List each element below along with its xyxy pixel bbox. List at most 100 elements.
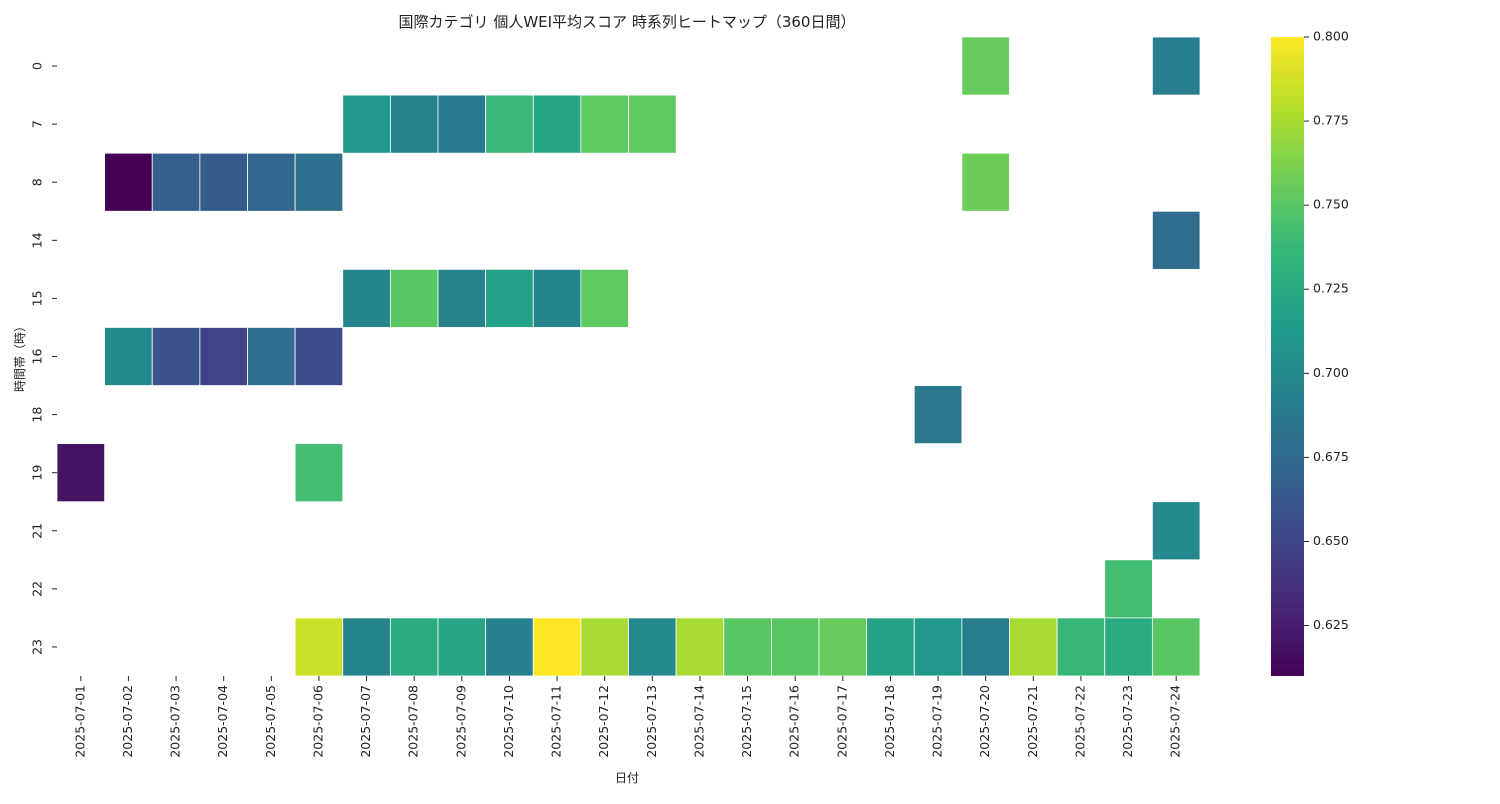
colorbar-tick-label: 0.750: [1313, 197, 1349, 212]
heatmap-cell: [485, 268, 534, 328]
heatmap-cell: [580, 617, 629, 677]
y-tick-label: 14: [30, 232, 45, 248]
heatmap-cell: [1056, 617, 1106, 677]
heatmap-cell: [532, 94, 582, 154]
chart-title: 国際カテゴリ 個人WEI平均スコア 時系列ヒートマップ（360日間）: [399, 13, 856, 31]
y-tick-label: 22: [30, 581, 45, 597]
heatmap-cell: [199, 327, 248, 386]
heatmap-cell: [532, 268, 582, 328]
heatmap-cell: [580, 94, 629, 154]
x-tick-label: 2025-07-03: [168, 685, 183, 758]
y-tick-label: 23: [30, 639, 45, 655]
y-tick-label: 15: [30, 290, 45, 306]
heatmap-cell: [580, 268, 629, 328]
colorbar-tick-label: 0.650: [1313, 533, 1349, 548]
y-axis-label: 時間帯（時）: [13, 320, 27, 392]
heatmap-cell: [1104, 559, 1153, 619]
x-tick-label: 2025-07-17: [834, 685, 849, 758]
heatmap-cell: [532, 617, 582, 677]
x-axis-label: 日付: [615, 771, 639, 785]
heatmap-cell: [104, 152, 153, 212]
y-tick-label: 16: [30, 348, 45, 364]
x-tick-label: 2025-07-13: [644, 685, 659, 758]
heatmap-cell: [866, 617, 915, 677]
heatmap-cell: [1104, 617, 1153, 677]
heatmap-cell: [342, 268, 391, 328]
heatmap-cell: [1151, 617, 1201, 677]
x-tick-label: 2025-07-23: [1120, 685, 1135, 758]
heatmap-cell: [1151, 36, 1201, 96]
x-tick-label: 2025-07-12: [596, 685, 611, 758]
heatmap-cell: [151, 152, 201, 212]
heatmap-cell: [628, 94, 677, 154]
heatmap-cell: [485, 94, 534, 154]
colorbar-ticks: 0.625 0.650 0.675 0.700 0.725 0.750 0.775 0.800: [1304, 29, 1349, 632]
x-tick-label: 2025-07-19: [930, 685, 945, 758]
heatmap-cell: [199, 152, 248, 212]
x-tick-label: 2025-07-20: [977, 685, 992, 758]
heatmap-cell: [628, 617, 677, 677]
colorbar-tick-label: 0.725: [1313, 281, 1349, 296]
y-tick-label: 18: [30, 407, 45, 423]
heatmap-cell: [342, 617, 391, 677]
y-tick-label: 19: [30, 465, 45, 481]
x-tick-label: 2025-07-11: [549, 685, 564, 758]
heatmap-cell: [104, 327, 153, 386]
heatmap-cell: [247, 152, 296, 212]
colorbar: [1271, 37, 1304, 676]
x-tick-label: 2025-07-09: [453, 685, 468, 758]
x-tick-label: 2025-07-22: [1072, 685, 1087, 758]
x-tick-label: 2025-07-24: [1168, 685, 1183, 758]
y-tick-label: 7: [30, 120, 45, 128]
heatmap-cell: [1151, 210, 1201, 270]
x-tick-label: 2025-07-18: [882, 685, 897, 758]
heatmap-cell: [247, 327, 296, 386]
x-tick-label: 2025-07-16: [787, 685, 802, 758]
y-tick-label: 0: [30, 62, 45, 70]
y-axis-ticks: 0 7 8 14 15 16 18 19 21 22 23: [30, 62, 57, 655]
x-tick-label: 2025-07-07: [358, 685, 373, 758]
heatmap-cell: [913, 617, 963, 677]
heatmap-cell: [913, 385, 963, 445]
heatmap-cell: [1009, 617, 1058, 677]
colorbar-tick-label: 0.625: [1313, 617, 1349, 632]
heatmap-cell: [56, 443, 106, 503]
heatmap-cell: [1151, 501, 1201, 561]
heatmap-cell: [437, 268, 487, 328]
colorbar-tick-label: 0.675: [1313, 449, 1349, 464]
heatmap-cell: [961, 152, 1010, 212]
colorbar-tick-label: 0.775: [1313, 113, 1349, 128]
x-tick-label: 2025-07-08: [406, 685, 421, 758]
x-tick-label: 2025-07-06: [310, 685, 325, 758]
heatmap-cell: [770, 617, 820, 677]
x-tick-label: 2025-07-21: [1025, 685, 1040, 758]
heatmap-cell: [389, 268, 439, 328]
heatmap-cell: [485, 617, 534, 677]
x-tick-label: 2025-07-04: [215, 685, 230, 758]
x-tick-label: 2025-07-05: [263, 685, 278, 758]
x-tick-label: 2025-07-14: [691, 685, 706, 758]
heatmap-cell: [151, 327, 201, 386]
heatmap-cell: [294, 152, 344, 212]
x-axis-ticks: 2025-07-01 2025-07-02 2025-07-03 2025-07-04…: [72, 675, 1183, 758]
heatmap-cell: [437, 94, 487, 154]
heatmap-cell: [294, 617, 344, 677]
heatmap-cell: [437, 617, 487, 677]
heatmap-cell: [342, 94, 391, 154]
y-tick-label: 21: [30, 523, 45, 539]
colorbar-tick-label: 0.800: [1313, 29, 1349, 44]
heatmap-cell: [675, 617, 725, 677]
x-tick-label: 2025-07-15: [739, 685, 754, 758]
heatmap-cells: [56, 36, 1201, 677]
x-tick-label: 2025-07-10: [501, 685, 516, 758]
x-tick-label: 2025-07-02: [120, 685, 135, 758]
heatmap-cell: [294, 443, 344, 503]
heatmap-cell: [294, 327, 344, 386]
heatmap-cell: [961, 617, 1010, 677]
heatmap-cell: [961, 36, 1010, 96]
y-tick-label: 8: [30, 178, 45, 186]
x-tick-label: 2025-07-01: [72, 685, 87, 758]
heatmap-cell: [723, 617, 772, 677]
